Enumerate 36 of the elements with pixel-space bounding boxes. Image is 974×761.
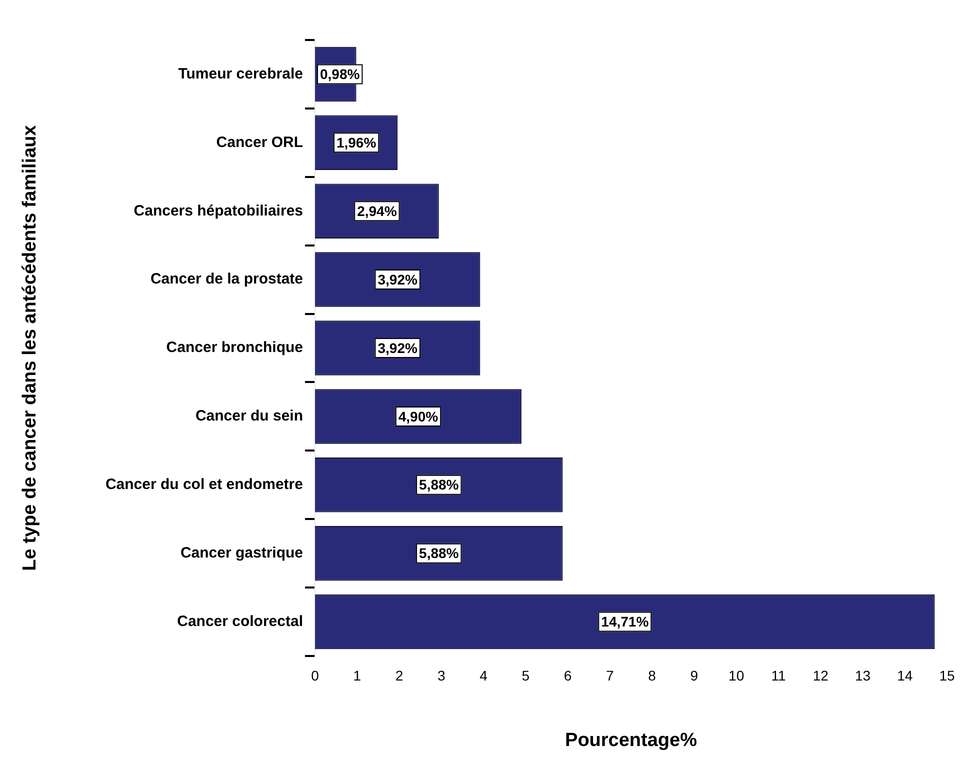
x-tick-label: 15: [939, 667, 955, 684]
x-tick-label: 8: [648, 667, 656, 684]
data-label: 1,96%: [336, 134, 377, 151]
x-tick-label: 14: [897, 667, 913, 684]
x-tick-label: 7: [606, 667, 614, 684]
x-tick-label: 3: [438, 667, 446, 684]
y-axis-title: Le type de cancer dans les antécédents familiaux: [20, 124, 41, 571]
x-tick-label: 11: [771, 667, 786, 684]
x-tick-label: 13: [854, 667, 871, 684]
y-tick-label: Cancer du col et endometre: [105, 476, 303, 494]
x-tick-label: 9: [690, 667, 698, 684]
y-tick-label: Cancers hépatobiliaires: [134, 202, 303, 220]
y-tick-label: Cancer gastrique: [180, 544, 303, 562]
data-label: 5,88%: [419, 545, 460, 562]
data-label: 14,71%: [601, 614, 650, 630]
data-label: 5,88%: [419, 476, 460, 493]
x-tick-label: 2: [395, 667, 404, 684]
data-label: 0,98%: [320, 66, 360, 82]
x-tick-label: 0: [311, 667, 320, 684]
x-axis-title: Pourcentage%: [565, 730, 698, 751]
x-tick-label: 12: [812, 667, 829, 684]
x-tick-label: 6: [564, 667, 572, 684]
y-tick-label: Cancer ORL: [216, 134, 303, 151]
data-label: 4,90%: [398, 408, 439, 424]
x-tick-label: 10: [728, 667, 744, 684]
y-tick-label: Cancer colorectal: [177, 612, 303, 630]
data-label: 3,92%: [378, 271, 418, 288]
y-tick-label: Cancer du sein: [195, 408, 303, 425]
y-tick-label: Tumeur cerebrale: [178, 65, 303, 82]
x-tick-label: 1: [353, 667, 362, 684]
x-tick-label: 5: [522, 667, 530, 684]
y-tick-label: Cancer de la prostate: [150, 270, 303, 288]
data-label: 2,94%: [357, 202, 398, 219]
x-tick-label: 4: [480, 667, 488, 684]
data-label: 3,92%: [378, 340, 418, 356]
y-tick-label: Cancer bronchique: [166, 339, 303, 356]
